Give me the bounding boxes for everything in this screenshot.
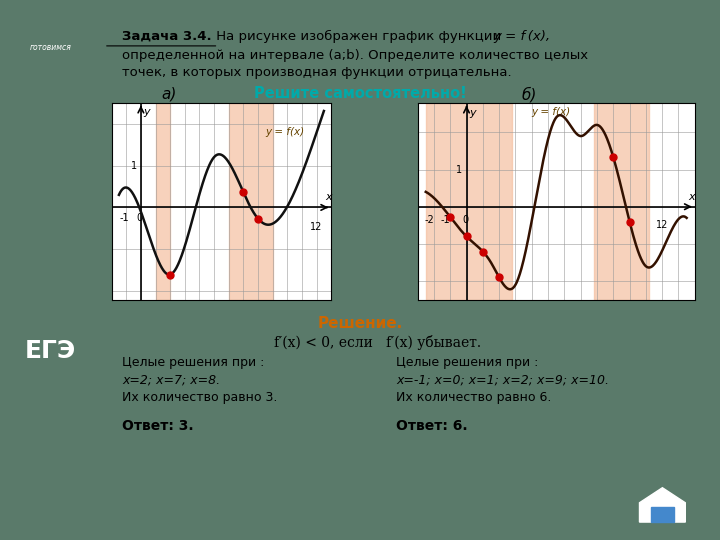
Text: Их количество равно 6.: Их количество равно 6.	[396, 392, 552, 404]
Text: -1: -1	[120, 213, 129, 223]
Bar	[229, 103, 273, 300]
Bar	[156, 103, 170, 300]
Bar	[426, 103, 512, 300]
Text: x: x	[688, 192, 695, 202]
Text: y: y	[469, 108, 476, 118]
Text: x: x	[325, 192, 332, 202]
Text: Задача 3.4.: Задача 3.4.	[122, 30, 212, 43]
Text: -2: -2	[424, 215, 434, 225]
Text: x=2; x=7; x=8.: x=2; x=7; x=8.	[122, 374, 220, 387]
Text: Их количество равно 3.: Их количество равно 3.	[122, 392, 278, 404]
Text: Целые решения при :: Целые решения при :	[396, 356, 539, 369]
Bar	[594, 103, 649, 300]
Text: Ответ: 3.: Ответ: 3.	[122, 418, 194, 433]
Text: f′(x) < 0, если   f′(x) убывает.: f′(x) < 0, если f′(x) убывает.	[274, 335, 481, 350]
Text: Ответ: 6.: Ответ: 6.	[396, 418, 467, 433]
Text: y = f(x): y = f(x)	[265, 127, 305, 137]
Text: определенной на интервале (a;b). Определите количество целых: определенной на интервале (a;b). Определ…	[122, 49, 588, 62]
Text: Решите самостоятельно!: Решите самостоятельно!	[253, 86, 467, 102]
Text: 0: 0	[463, 215, 469, 225]
Text: y = f (x),: y = f (x),	[493, 30, 550, 43]
Text: Целые решения при :: Целые решения при :	[122, 356, 265, 369]
Text: 12: 12	[310, 222, 323, 232]
Polygon shape	[639, 488, 685, 522]
Text: точек, в которых производная функции отрицательна.: точек, в которых производная функции отр…	[122, 66, 512, 79]
Text: 0: 0	[136, 213, 143, 223]
Text: -1: -1	[441, 215, 450, 225]
Text: 1: 1	[131, 160, 138, 171]
Text: Решение.: Решение.	[318, 316, 402, 331]
Text: y: y	[143, 107, 150, 117]
Text: б): б)	[521, 86, 537, 102]
Text: а): а)	[161, 86, 177, 102]
Text: x=-1; x=0; x=1; x=2; x=9; x=10.: x=-1; x=0; x=1; x=2; x=9; x=10.	[396, 374, 609, 387]
Text: 12: 12	[656, 220, 668, 229]
Text: готовимся: готовимся	[30, 43, 71, 52]
Text: ЕГЭ: ЕГЭ	[24, 339, 76, 363]
Polygon shape	[651, 507, 674, 522]
Text: 1: 1	[456, 165, 462, 174]
Text: y = f(x): y = f(x)	[532, 107, 571, 117]
Text: На рисунке изображен график функции: На рисунке изображен график функции	[212, 30, 506, 43]
